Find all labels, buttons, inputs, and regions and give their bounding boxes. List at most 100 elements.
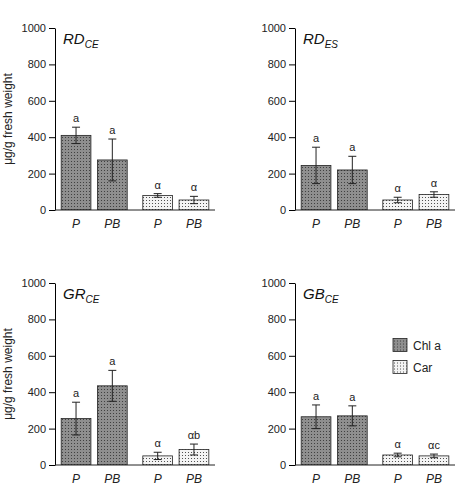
error-bar [154,452,162,459]
y-tick: 600 [268,350,295,362]
error-bar-cap [154,452,162,453]
annotations: aaααc [313,390,440,451]
bar [143,195,173,210]
y-tick-mark [289,392,295,393]
bar [419,456,449,465]
plot-marks [61,370,209,465]
x-tick: PB [426,217,442,231]
error-bar-line [397,197,398,202]
y-tick: 1000 [262,277,295,289]
error-bar-line [193,196,194,203]
y-tick-label: 1000 [262,22,286,34]
y-tick: 800 [268,58,295,70]
y-axis: 02004006008001000 [22,22,56,216]
error-bar-cap [348,405,356,406]
error-bar-cap [72,434,80,435]
y-tick-label: 400 [28,131,46,143]
error-bar-cap [312,428,320,429]
y-tick: 200 [268,168,295,180]
y-tick: 200 [28,423,55,435]
significance-letter: α [394,182,401,194]
y-tick: 600 [28,350,55,362]
error-bar [108,139,116,181]
x-tick: PB [426,472,442,486]
x-tick: P [312,217,320,231]
error-bar-cap [430,191,438,192]
error-bar-cap [430,454,438,455]
y-tick: 800 [268,313,295,325]
y-tick: 400 [268,386,295,398]
y-tick-mark [289,465,295,466]
significance-letter: a [313,390,320,402]
error-bar-line [76,402,77,435]
y-tick-mark [289,356,295,357]
legend-item: Car [393,361,432,375]
y-tick: 0 [280,459,295,471]
y-tick-label: 0 [280,459,286,471]
panel-title: GRCE [63,285,100,305]
x-tick: PB [344,472,360,486]
x-tick-label: P [154,217,162,231]
y-tick-mark [289,64,295,65]
plot-marks [61,127,209,210]
error-bar [72,127,80,143]
y-tick-mark [49,283,55,284]
x-tick: PB [344,217,360,231]
x-axis: PPB [154,217,202,231]
error-bar [312,147,320,183]
significance-letter: α [191,181,198,193]
x-tick-label: PB [104,472,120,486]
y-tick-mark [49,28,55,29]
y-axis-line [55,29,56,211]
x-tick-label: P [312,217,320,231]
error-bar-cap [348,425,356,426]
y-tick-mark [49,465,55,466]
annotations: aaαα [313,132,438,194]
error-bar-cap [190,203,198,204]
x-axis-line [295,465,455,466]
x-tick: PB [104,472,120,486]
x-tick-label: P [154,472,162,486]
y-tick-label: 200 [268,168,286,180]
panel-title-main: RD [303,30,325,47]
error-bar [430,454,438,458]
legend-label: Car [413,361,432,375]
x-axis: PPB [72,472,120,486]
error-bar-cap [394,202,402,203]
legend-item: Chl a [393,339,441,353]
x-tick: PB [186,472,202,486]
x-tick-label: PB [344,217,360,231]
y-tick-mark [289,101,295,102]
x-axis-line [55,465,215,466]
x-tick-label: P [312,472,320,486]
error-bar-cap [190,444,198,445]
x-tick: P [154,472,162,486]
legend: Chl a Car [393,339,441,375]
significance-letter: αc [428,439,440,451]
y-tick-label: 400 [28,386,46,398]
error-bar-line [112,370,113,401]
error-bar-cap [348,156,356,157]
y-tick-label: 0 [40,459,46,471]
bar [61,135,91,210]
y-tick: 400 [28,131,55,143]
error-bar-cap [190,454,198,455]
y-tick-label: 400 [268,131,286,143]
significance-letter: a [313,132,320,144]
y-tick-mark [49,429,55,430]
significance-letter: a [109,355,116,367]
significance-letter: a [73,387,80,399]
error-bar [430,192,438,197]
error-bar-line [193,444,194,455]
error-bar-cap [394,453,402,454]
y-tick-label: 800 [28,58,46,70]
y-tick-label: 800 [28,313,46,325]
x-axis: P PB [312,217,360,231]
error-bar-cap [72,127,80,128]
error-bar [190,444,198,455]
error-bar-line [352,156,353,183]
annotations: aaααb [73,355,200,449]
x-tick: P [394,217,402,231]
error-bar-cap [394,456,402,457]
y-tick-label: 200 [28,168,46,180]
